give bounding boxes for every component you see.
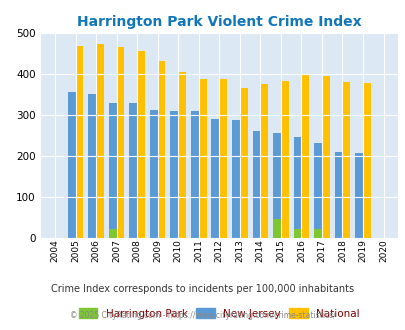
Bar [170,111,178,238]
Bar [219,79,226,238]
Bar [362,82,370,238]
Bar [334,152,341,238]
Title: Harrington Park Violent Crime Index: Harrington Park Violent Crime Index [77,15,361,29]
Bar [88,94,96,238]
Legend: Harrington Park, New Jersey, National: Harrington Park, New Jersey, National [74,304,363,323]
Bar [260,84,267,238]
Bar [178,72,185,238]
Bar [129,103,137,238]
Bar [149,110,157,238]
Bar [116,47,124,238]
Bar [321,76,329,238]
Bar [68,92,75,238]
Bar [313,229,321,238]
Bar [137,51,145,238]
Bar [75,46,83,238]
Bar [273,133,280,238]
Bar [190,111,198,238]
Bar [293,137,301,238]
Bar [231,120,239,238]
Text: Crime Index corresponds to incidents per 100,000 inhabitants: Crime Index corresponds to incidents per… [51,284,354,294]
Bar [198,79,206,238]
Bar [293,229,301,238]
Bar [273,219,280,238]
Bar [109,103,116,238]
Bar [157,61,165,238]
Bar [252,131,260,238]
Bar [313,144,321,238]
Bar [280,81,288,238]
Bar [239,88,247,238]
Text: © 2025 CityRating.com - https://www.cityrating.com/crime-statistics/: © 2025 CityRating.com - https://www.city… [70,312,335,320]
Bar [109,229,116,238]
Bar [354,153,362,238]
Bar [341,82,350,238]
Bar [96,44,104,238]
Bar [301,75,309,238]
Bar [211,118,219,238]
